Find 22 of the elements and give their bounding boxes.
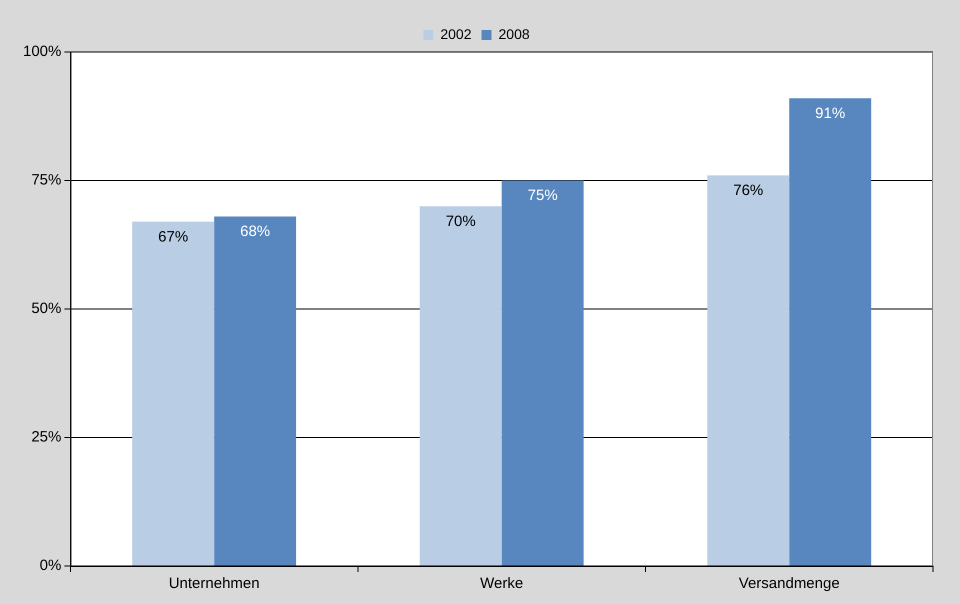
bar bbox=[789, 98, 872, 566]
y-tick-label: 100% bbox=[22, 43, 62, 60]
x-tick-label: Versandmenge bbox=[738, 575, 840, 592]
legend-label: 2008 bbox=[498, 26, 530, 42]
y-tick-label: 0% bbox=[40, 557, 62, 574]
data-label: 67% bbox=[158, 228, 188, 246]
bar bbox=[707, 175, 790, 566]
data-label: 76% bbox=[733, 182, 764, 199]
bar bbox=[214, 216, 296, 566]
y-tick-label: 50% bbox=[31, 300, 62, 318]
legend-label: 2002 bbox=[440, 26, 472, 42]
y-tick-label: 25% bbox=[31, 428, 62, 446]
data-label: 68% bbox=[240, 223, 270, 240]
bar bbox=[502, 180, 584, 566]
data-label: 70% bbox=[446, 212, 476, 230]
data-label: 75% bbox=[528, 187, 558, 204]
bar bbox=[132, 222, 214, 566]
y-tick-label: 75% bbox=[31, 172, 62, 189]
data-label: 91% bbox=[815, 104, 846, 122]
x-tick-label: Unternehmen bbox=[168, 575, 260, 592]
bar bbox=[420, 206, 502, 566]
x-tick-label: Werke bbox=[480, 575, 524, 592]
